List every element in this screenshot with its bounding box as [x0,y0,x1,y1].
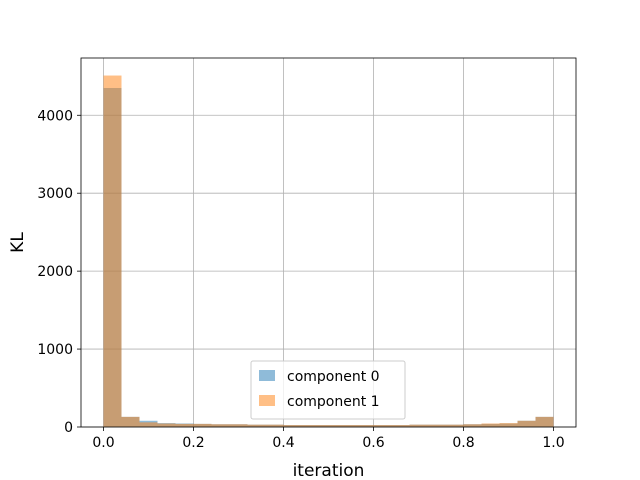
histogram-bar-series-1 [463,424,482,427]
x-axis-label: iteration [293,461,365,480]
histogram-bar-series-1 [265,424,284,427]
y-axis-label: KL [8,232,28,253]
x-tick-label: 0.4 [272,435,294,451]
histogram-bar-series-1 [517,420,536,427]
histogram-bar-series-1 [211,424,230,427]
histogram-bar-series-1 [229,424,248,427]
histogram-bar-series-1 [499,423,518,427]
histogram-bar-series-1 [481,423,500,427]
histogram-bar-series-1 [337,425,356,427]
histogram-bar-series-1 [301,425,320,427]
histogram-bar-series-1 [157,423,176,427]
histogram-bar-series-1 [409,424,428,427]
histogram-bar-series-1 [175,423,194,427]
histogram-bar-series-1 [373,425,392,427]
histogram-bar-series-1 [391,425,410,427]
legend-box [250,360,406,420]
histogram-bar-series-1 [247,424,266,427]
histogram-bar-series-1 [427,424,446,427]
x-tick-label: 0.0 [92,435,114,451]
x-tick-label: 0.6 [362,435,384,451]
histogram-bar-series-1 [445,424,464,427]
axis-ticks: 0.0 0.2 0.4 0.6 0.8 1.0 0 1000 2000 3000 4000 [37,108,564,451]
y-tick-label: 4000 [37,108,73,124]
legend: component 0 component 1 [250,360,406,420]
histogram-bar-series-1 [103,75,122,428]
plot-frame [80,57,577,428]
histogram-bar-series-1 [283,425,302,427]
legend-label-component-0: component 0 [287,369,380,385]
x-tick-label: 0.8 [452,435,474,451]
y-tick-label: 3000 [37,186,73,202]
histogram-bar-series-1 [139,422,158,427]
legend-swatch-component-0 [259,370,275,381]
legend-swatch-component-1 [259,395,275,406]
x-tick-label: 0.2 [182,435,204,451]
x-tick-label: 1.0 [542,435,564,451]
histogram-bar-series-1 [535,416,554,427]
histogram-bars [103,75,554,428]
y-tick-label: 0 [64,420,73,436]
histogram-bar-series-1 [193,423,212,427]
histogram-bar-series-1 [319,425,338,427]
legend-label-component-1: component 1 [287,394,380,410]
histogram-bar-series-1 [355,425,374,427]
y-tick-label: 2000 [37,264,73,280]
y-tick-label: 1000 [37,342,73,358]
histogram-bar-series-1 [121,416,140,427]
